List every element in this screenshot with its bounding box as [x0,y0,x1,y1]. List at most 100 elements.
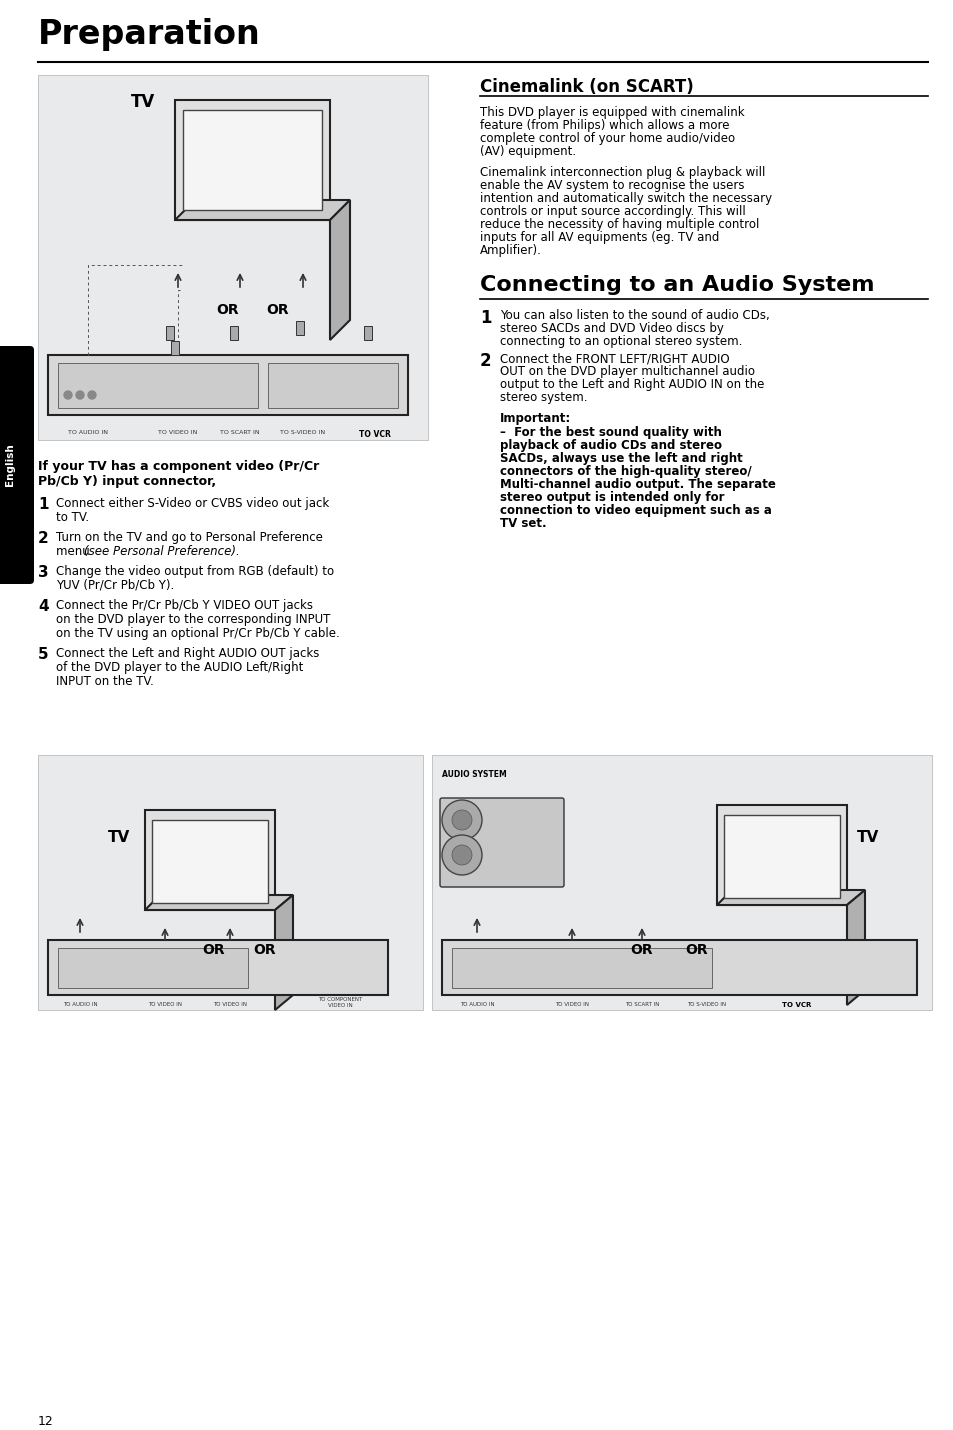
Bar [364,326,372,340]
Text: SACDs, always use the left and right: SACDs, always use the left and right [499,452,742,465]
Polygon shape [145,895,293,909]
Text: connectors of the high-quality stereo/: connectors of the high-quality stereo/ [499,465,751,478]
Text: This DVD player is equipped with cinemalink: This DVD player is equipped with cinemal… [479,106,744,119]
Text: –  For the best sound quality with: – For the best sound quality with [499,426,721,439]
Text: TO AUDIO IN: TO AUDIO IN [63,1002,97,1007]
Bar [432,755,931,1010]
FancyBboxPatch shape [717,805,846,905]
Text: intention and automatically switch the necessary: intention and automatically switch the n… [479,192,771,204]
Text: connecting to an optional stereo system.: connecting to an optional stereo system. [499,335,741,347]
Text: TV: TV [108,829,130,845]
Bar [48,355,408,415]
Text: Connect the FRONT LEFT/RIGHT AUDIO: Connect the FRONT LEFT/RIGHT AUDIO [499,352,729,365]
Text: controls or input source accordingly. This will: controls or input source accordingly. Th… [479,204,745,217]
Text: TO S-VIDEO IN: TO S-VIDEO IN [280,430,325,435]
Text: Multi-channel audio output. The separate: Multi-channel audio output. The separate [499,478,775,490]
Text: OUT on the DVD player multichannel audio: OUT on the DVD player multichannel audio [499,365,754,378]
Text: TO AUDIO IN: TO AUDIO IN [459,1002,494,1007]
Circle shape [441,799,481,839]
Text: TO COMPONENT
VIDEO IN: TO COMPONENT VIDEO IN [317,997,362,1008]
Circle shape [452,809,472,829]
Circle shape [452,845,472,865]
Text: YUV (Pr/Cr Pb/Cb Y).: YUV (Pr/Cr Pb/Cb Y). [56,579,174,592]
Circle shape [76,390,84,399]
Text: Cinemalink interconnection plug & playback will: Cinemalink interconnection plug & playba… [479,166,764,179]
Text: INPUT on the TV.: INPUT on the TV. [56,675,153,688]
Text: TO VCR: TO VCR [781,1002,811,1008]
Bar [171,340,179,355]
Text: OR: OR [267,303,289,317]
Polygon shape [846,889,864,1005]
Bar [48,940,388,995]
Text: TO SCART IN: TO SCART IN [624,1002,659,1007]
Text: TO VIDEO IN: TO VIDEO IN [213,1002,247,1007]
Text: stereo SACDs and DVD Video discs by: stereo SACDs and DVD Video discs by [499,322,723,335]
Text: Amplifier).: Amplifier). [479,245,541,257]
FancyBboxPatch shape [0,346,34,583]
Text: 2: 2 [479,352,491,370]
FancyBboxPatch shape [439,798,563,887]
Text: reduce the necessity of having multiple control: reduce the necessity of having multiple … [479,217,759,232]
Text: TO S-VIDEO IN: TO S-VIDEO IN [687,1002,726,1007]
Text: Turn on the TV and go to Personal Preference: Turn on the TV and go to Personal Prefer… [56,531,322,543]
Text: 3: 3 [38,565,49,581]
Bar [452,948,711,988]
Text: Connect the Left and Right AUDIO OUT jacks: Connect the Left and Right AUDIO OUT jac… [56,646,319,661]
Text: English: English [5,443,15,486]
Polygon shape [330,200,350,340]
Bar [38,74,428,440]
Bar [58,363,257,408]
Bar [183,110,322,210]
FancyBboxPatch shape [174,100,330,220]
Text: 5: 5 [38,646,49,662]
Text: Preparation: Preparation [38,19,260,51]
Polygon shape [717,889,864,905]
Text: 12: 12 [38,1416,53,1429]
Bar [38,755,422,1010]
Text: 1: 1 [479,309,491,327]
Circle shape [441,835,481,875]
Text: TO VCR: TO VCR [358,430,391,439]
Polygon shape [274,895,293,1010]
Text: (AV) equipment.: (AV) equipment. [479,144,576,157]
Bar [152,819,268,902]
Bar [295,320,304,335]
Text: TV: TV [131,93,154,112]
Text: TO VIDEO IN: TO VIDEO IN [555,1002,588,1007]
Text: 4: 4 [38,599,49,613]
Text: 1: 1 [38,498,49,512]
Text: Connecting to an Audio System: Connecting to an Audio System [479,275,874,295]
Text: OR: OR [685,942,707,957]
Text: You can also listen to the sound of audio CDs,: You can also listen to the sound of audi… [499,309,769,322]
Text: complete control of your home audio/video: complete control of your home audio/vide… [479,132,735,144]
Text: OR: OR [216,303,239,317]
Text: Cinemalink (on SCART): Cinemalink (on SCART) [479,79,693,96]
Text: to TV.: to TV. [56,511,89,523]
Text: of the DVD player to the AUDIO Left/Right: of the DVD player to the AUDIO Left/Righ… [56,661,303,674]
Text: TV: TV [856,829,879,845]
Text: Pb/Cb Y) input connector,: Pb/Cb Y) input connector, [38,475,216,488]
Bar [723,815,840,898]
Text: Important:: Important: [499,412,571,425]
Bar [166,326,173,340]
Bar [268,363,397,408]
Text: Change the video output from RGB (default) to: Change the video output from RGB (defaul… [56,565,334,578]
Text: TO SCART IN: TO SCART IN [220,430,259,435]
Circle shape [64,390,71,399]
Bar [441,940,916,995]
Text: stereo output is intended only for: stereo output is intended only for [499,490,723,503]
Text: AUDIO SYSTEM: AUDIO SYSTEM [441,769,506,779]
Text: connection to video equipment such as a: connection to video equipment such as a [499,503,771,518]
Text: inputs for all AV equipments (eg. TV and: inputs for all AV equipments (eg. TV and [479,232,719,245]
Polygon shape [174,200,350,220]
Text: enable the AV system to recognise the users: enable the AV system to recognise the us… [479,179,743,192]
Text: on the DVD player to the corresponding INPUT: on the DVD player to the corresponding I… [56,613,330,626]
Text: OR: OR [630,942,653,957]
Text: OR: OR [253,942,276,957]
Text: TV set.: TV set. [499,518,546,531]
Text: playback of audio CDs and stereo: playback of audio CDs and stereo [499,439,721,452]
Text: Connect the Pr/Cr Pb/Cb Y VIDEO OUT jacks: Connect the Pr/Cr Pb/Cb Y VIDEO OUT jack… [56,599,313,612]
Text: 2: 2 [38,531,49,546]
Bar [230,326,237,340]
Bar [58,948,248,988]
